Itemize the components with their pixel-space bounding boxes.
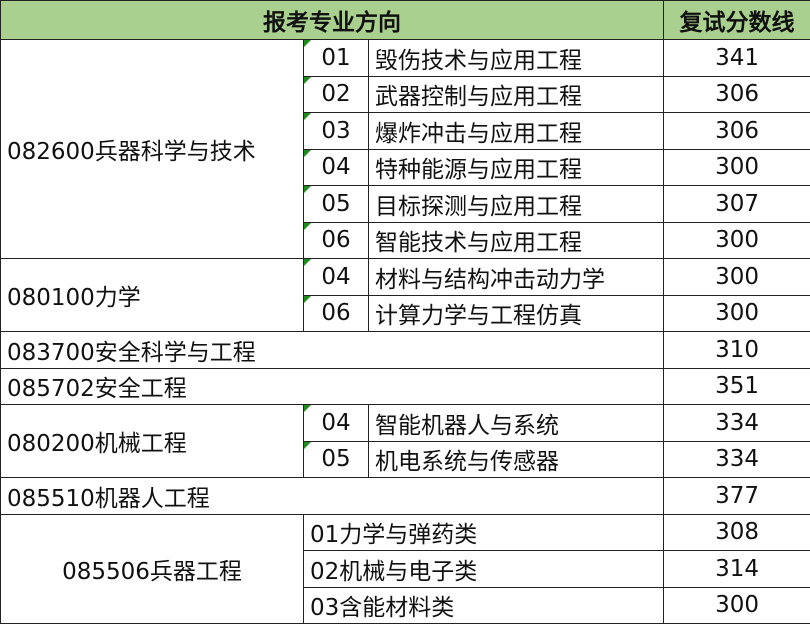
sub-name-cell[interactable]: 材料与结构冲击动力学 bbox=[367, 258, 665, 296]
sub-code-cell[interactable]: 04 bbox=[303, 258, 369, 296]
sub-code-cell[interactable]: 06 bbox=[303, 221, 369, 259]
table-row: 05 目标探测与应用工程 307 bbox=[1, 185, 810, 223]
table-row: 03含能材料类 300 bbox=[1, 586, 810, 624]
major-cell[interactable]: 085702安全工程 bbox=[0, 367, 665, 405]
table-row: 085702安全工程 351 bbox=[0, 367, 810, 405]
table-row: 06 智能技术与应用工程 300 bbox=[1, 221, 810, 259]
header-direction[interactable]: 报考专业方向 bbox=[0, 0, 665, 40]
table-row: 03 爆炸冲击与应用工程 306 bbox=[1, 112, 810, 150]
score-cell[interactable]: 300 bbox=[663, 221, 810, 259]
score-cell[interactable]: 314 bbox=[663, 550, 810, 588]
header-score[interactable]: 复试分数线 bbox=[663, 0, 810, 40]
sub-name-cell[interactable]: 爆炸冲击与应用工程 bbox=[367, 112, 665, 150]
sub-code-cell[interactable]: 05 bbox=[303, 440, 369, 478]
table-row: 080200机械工程 04 智能机器人与系统 334 bbox=[0, 404, 810, 478]
score-cell[interactable]: 306 bbox=[663, 75, 810, 113]
score-cell[interactable]: 300 bbox=[663, 258, 810, 296]
score-cell[interactable]: 334 bbox=[663, 404, 810, 442]
sub-code-cell[interactable]: 05 bbox=[303, 185, 369, 223]
sub-name-cell[interactable]: 特种能源与应用工程 bbox=[367, 148, 665, 186]
sub-name-cell[interactable]: 02机械与电子类 bbox=[302, 550, 665, 588]
sub-code-cell[interactable]: 02 bbox=[303, 75, 369, 113]
sub-name-cell[interactable]: 武器控制与应用工程 bbox=[367, 75, 665, 113]
sub-name-cell[interactable]: 机电系统与传感器 bbox=[367, 440, 665, 478]
score-cell[interactable]: 377 bbox=[663, 477, 810, 515]
sub-name-cell[interactable]: 智能机器人与系统 bbox=[367, 404, 665, 442]
sub-name-cell[interactable]: 毁伤技术与应用工程 bbox=[367, 39, 665, 77]
sub-name-cell[interactable]: 智能技术与应用工程 bbox=[367, 221, 665, 259]
table-row: 02机械与电子类 314 bbox=[1, 550, 810, 588]
sub-code-cell[interactable]: 06 bbox=[303, 294, 369, 332]
table-row: 080100力学 04 材料与结构冲击动力学 300 bbox=[0, 258, 810, 332]
table-row: 02 武器控制与应用工程 306 bbox=[1, 75, 810, 113]
major-cell[interactable]: 080100力学 bbox=[0, 258, 304, 332]
score-cell[interactable]: 310 bbox=[663, 331, 810, 369]
sub-code-cell[interactable]: 01 bbox=[303, 39, 369, 77]
score-cell[interactable]: 351 bbox=[663, 367, 810, 405]
major-cell[interactable]: 085510机器人工程 bbox=[0, 477, 665, 515]
score-cell[interactable]: 306 bbox=[663, 112, 810, 150]
table-row: 04 特种能源与应用工程 300 bbox=[1, 148, 810, 186]
major-cell[interactable]: 083700安全科学与工程 bbox=[0, 331, 665, 369]
score-cell[interactable]: 334 bbox=[663, 440, 810, 478]
score-cell[interactable]: 300 bbox=[663, 294, 810, 332]
score-cell[interactable]: 307 bbox=[663, 185, 810, 223]
table-row: 05 机电系统与传感器 334 bbox=[1, 440, 810, 478]
table-row: 06 计算力学与工程仿真 300 bbox=[1, 294, 810, 332]
table-row: 082600兵器科学与技术 01 毁伤技术与应用工程 341 bbox=[0, 39, 810, 259]
sub-name-cell[interactable]: 03含能材料类 bbox=[302, 586, 665, 624]
score-cell[interactable]: 308 bbox=[663, 513, 810, 551]
table-row: 083700安全科学与工程 310 bbox=[0, 331, 810, 369]
sub-name-cell[interactable]: 计算力学与工程仿真 bbox=[367, 294, 665, 332]
table-row: 085506兵器工程 01力学与弹药类 308 bbox=[0, 513, 810, 624]
header-row: 报考专业方向 复试分数线 bbox=[0, 0, 810, 40]
sub-name-cell[interactable]: 目标探测与应用工程 bbox=[367, 185, 665, 223]
sub-code-cell[interactable]: 03 bbox=[303, 112, 369, 150]
sub-code-cell[interactable]: 04 bbox=[303, 148, 369, 186]
major-cell[interactable]: 082600兵器科学与技术 bbox=[0, 39, 304, 259]
score-cell[interactable]: 300 bbox=[663, 586, 810, 624]
sub-code-cell[interactable]: 04 bbox=[303, 404, 369, 442]
sub-name-cell[interactable]: 01力学与弹药类 bbox=[302, 513, 665, 551]
score-cell[interactable]: 341 bbox=[663, 39, 810, 77]
major-cell[interactable]: 085506兵器工程 bbox=[0, 513, 304, 624]
table-row: 085510机器人工程 377 bbox=[0, 477, 810, 515]
major-cell[interactable]: 080200机械工程 bbox=[0, 404, 304, 478]
score-cell[interactable]: 300 bbox=[663, 148, 810, 186]
